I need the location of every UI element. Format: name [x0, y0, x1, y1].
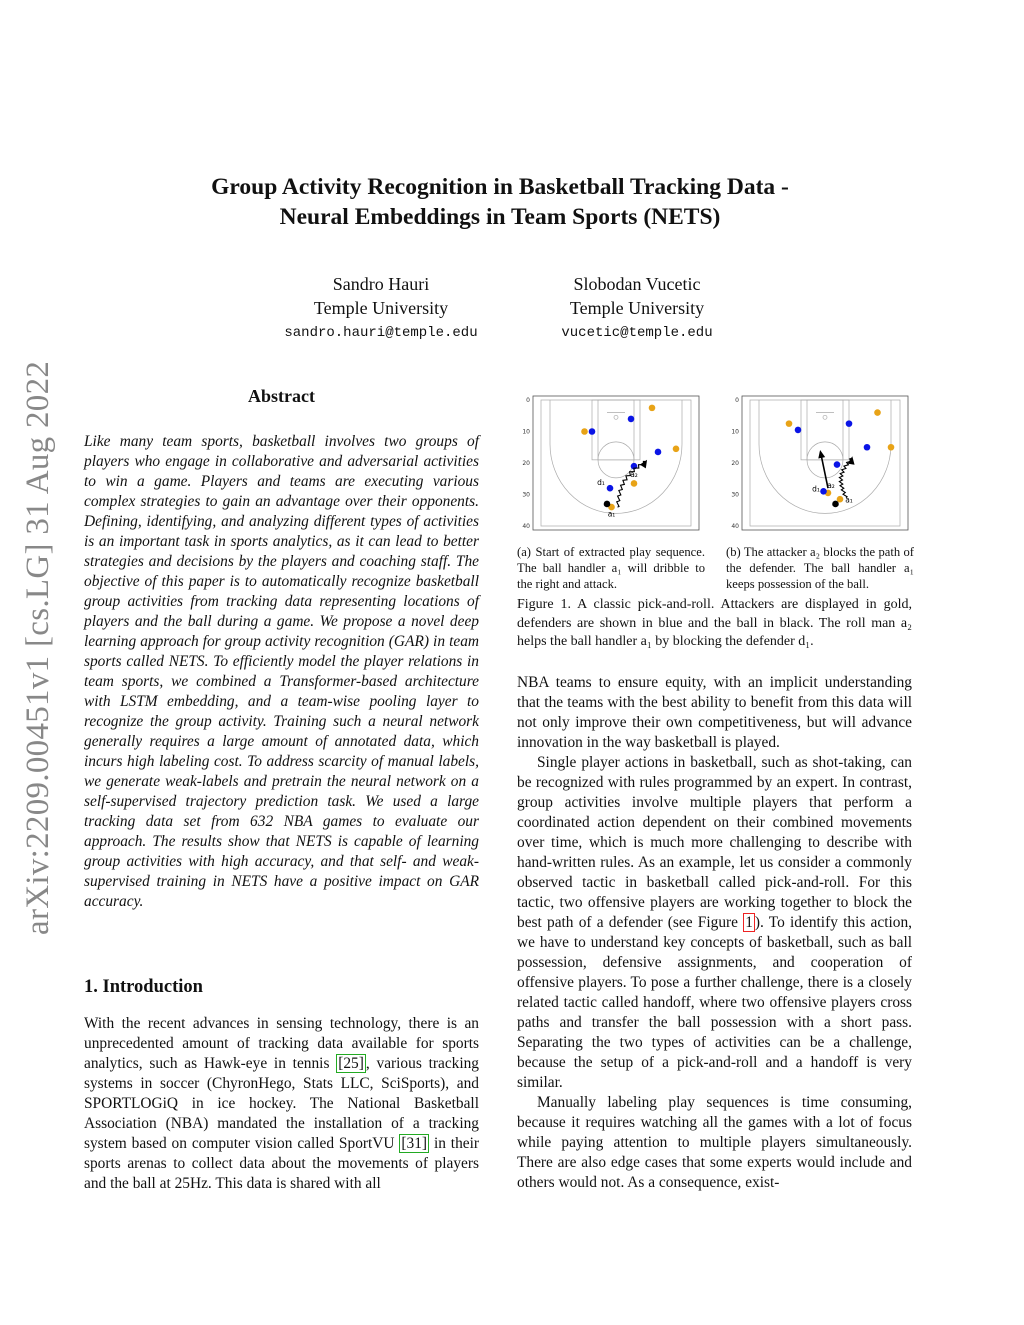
attacker-point — [672, 445, 680, 453]
paint-outer — [591, 399, 641, 461]
y-tick-label: 30 — [731, 492, 739, 499]
text-run: in their sports arenas to collect data a… — [84, 1135, 479, 1192]
subcaption-a: (a) Start of extracted play sequence. Th… — [517, 545, 705, 591]
y-tick-label: 20 — [731, 460, 739, 467]
author-name: Sandro Hauri — [332, 274, 430, 294]
right-column-text: NBA teams to ensure equity, with an impl… — [517, 673, 912, 1193]
defender-point — [863, 443, 871, 451]
ball-point — [832, 500, 839, 508]
attacker-point — [836, 495, 844, 503]
text-run: With the recent advances in sensing tech… — [84, 1015, 479, 1072]
ball-point — [603, 500, 611, 508]
author-affiliation: Temple University — [569, 298, 705, 318]
figure-caption: Figure 1. A classic pick-and-roll. Attac… — [517, 597, 912, 649]
attacker-point — [630, 480, 638, 487]
paint-outer — [800, 399, 850, 461]
citation-link[interactable]: [25] — [336, 1054, 366, 1073]
defender-point — [606, 484, 614, 492]
hoop — [613, 414, 619, 420]
author-email[interactable]: vucetic@temple.edu — [561, 325, 713, 341]
paper-title: Group Activity Recognition in Basketball… — [0, 172, 1000, 232]
title-line: Neural Embeddings in Team Sports (NETS) — [279, 204, 721, 230]
author-email[interactable]: sandro.hauri@temple.edu — [284, 325, 478, 341]
title-line: Group Activity Recognition in Basketball… — [211, 174, 789, 200]
court-plot-b: 01020304050010203040d₁a₂a₁ — [731, 395, 909, 539]
court-boundary — [749, 399, 901, 527]
paint-inner — [806, 399, 844, 461]
intro-text: With the recent advances in sensing tech… — [84, 1014, 479, 1194]
arxiv-stamp: arXiv:2209.00451v1 [cs.LG] 31 Aug 2022 — [20, 360, 56, 935]
free-throw-circle — [597, 441, 635, 479]
attacker-point — [648, 404, 656, 412]
citation-link[interactable]: [31] — [399, 1134, 430, 1153]
author-1: Sandro Hauri Temple University sandro.ha… — [251, 272, 511, 346]
three-point-line — [549, 400, 683, 514]
axes-frame — [532, 395, 700, 531]
defender-point — [845, 420, 853, 427]
defender-point — [820, 488, 827, 495]
arrow-head — [639, 459, 648, 469]
defender-point — [627, 415, 635, 423]
subcaption-b: (b) The attacker a₂ blocks the path of t… — [726, 545, 914, 591]
abstract-heading: Abstract — [248, 386, 315, 406]
figure-1a: 01020304050010203040d₁a₂a₁ — [513, 392, 708, 539]
player-label: a₁ — [608, 510, 616, 519]
player-label: a₁ — [845, 495, 853, 504]
y-tick-label: 10 — [731, 429, 739, 436]
movement-arrow — [838, 457, 853, 499]
paragraph: Manually labeling play sequences is time… — [517, 1094, 912, 1191]
paint-inner — [597, 399, 635, 461]
player-label: a₂ — [827, 481, 835, 490]
paragraph: Single player actions in basketball, suc… — [517, 753, 912, 1093]
section-heading: 1. Introduction — [84, 977, 203, 997]
figure-link[interactable]: 1 — [743, 913, 755, 932]
attacker-point — [581, 428, 588, 435]
defender-point — [794, 426, 802, 434]
three-point-line — [758, 400, 892, 514]
court-boundary — [540, 399, 692, 527]
player-label: a₂ — [630, 470, 638, 479]
movement-arrow — [819, 451, 829, 489]
defender-point — [833, 461, 841, 468]
author-name: Slobodan Vucetic — [573, 274, 701, 294]
attacker-point — [785, 420, 793, 427]
text-run: ). To identify this action, we have to u… — [517, 914, 912, 1091]
axes-frame — [741, 395, 909, 531]
y-tick-label: 20 — [522, 460, 530, 467]
y-tick-label: 0 — [526, 397, 530, 404]
arrow-head — [818, 450, 826, 459]
movement-arrow — [615, 460, 647, 508]
paragraph: With the recent advances in sensing tech… — [84, 1014, 479, 1194]
defender-point — [654, 448, 662, 456]
author-2: Slobodan Vucetic Temple University vucet… — [507, 272, 767, 346]
arrow-head — [847, 456, 855, 465]
author-affiliation: Temple University — [313, 298, 449, 318]
free-throw-circle — [806, 441, 844, 479]
y-tick-label: 40 — [522, 523, 530, 530]
y-tick-label: 10 — [522, 429, 530, 436]
hoop — [822, 414, 828, 420]
y-tick-label: 0 — [735, 397, 739, 404]
court-plot-a: 01020304050010203040d₁a₂a₁ — [522, 395, 700, 539]
text-run: Single player actions in basketball, suc… — [517, 754, 912, 931]
abstract-text: Like many team sports, basketball involv… — [84, 433, 479, 910]
y-tick-label: 40 — [731, 523, 739, 530]
text-run: , various tracking systems in soccer (Ch… — [84, 1055, 480, 1152]
attacker-point — [887, 443, 895, 451]
y-tick-label: 30 — [522, 492, 530, 499]
defender-point — [588, 428, 596, 435]
figure-1b: 01020304050010203040d₁a₂a₁ — [722, 392, 917, 539]
player-label: d₁ — [597, 478, 605, 487]
player-label: d₁ — [812, 484, 820, 493]
attacker-point — [874, 409, 881, 416]
paragraph: NBA teams to ensure equity, with an impl… — [517, 674, 912, 751]
